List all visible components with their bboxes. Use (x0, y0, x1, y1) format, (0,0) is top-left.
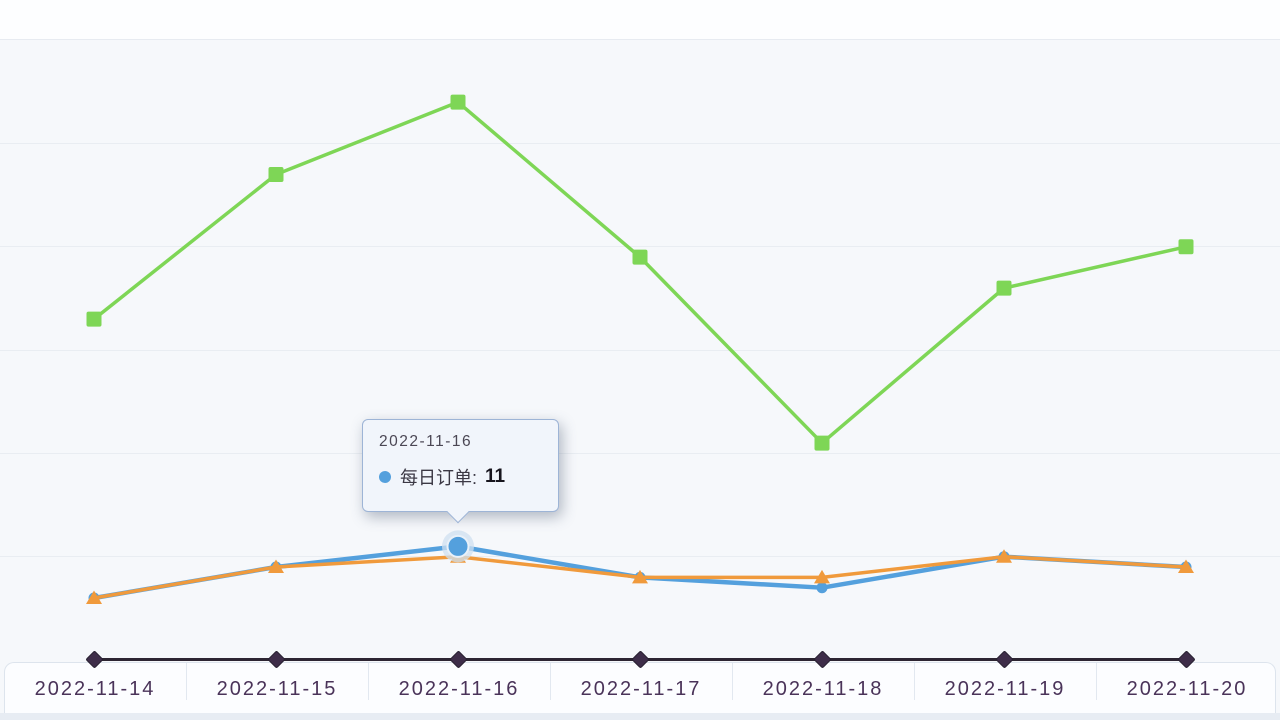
gridline (0, 556, 1280, 557)
x-axis-label: 2022-11-19 (944, 678, 1066, 700)
data-point-square[interactable] (996, 280, 1012, 296)
data-point-square[interactable] (86, 311, 102, 327)
header-band (0, 0, 1280, 40)
x-axis-label: 2022-11-15 (216, 678, 338, 700)
axis-tick (186, 663, 187, 700)
data-point-triangle[interactable] (814, 569, 830, 584)
tooltip-series-label: 每日订单: (400, 468, 478, 488)
data-point-triangle[interactable] (86, 590, 102, 605)
axis-tick (1096, 663, 1097, 700)
tooltip-value: 11 (485, 466, 506, 487)
x-axis-strip: 2022-11-14 2022-11-15 2022-11-16 2022-11-17… (4, 662, 1276, 713)
data-point-triangle[interactable] (268, 559, 284, 574)
gridline (0, 453, 1280, 454)
data-point-triangle[interactable] (996, 549, 1012, 563)
gridline (0, 246, 1280, 247)
axis-tick (550, 663, 551, 700)
data-point-square[interactable] (814, 435, 830, 451)
data-point-square[interactable] (632, 249, 648, 265)
data-point-square[interactable] (1178, 239, 1194, 255)
tooltip: 2022-11-16 每日订单: 11 (362, 419, 559, 524)
x-axis-label: 2022-11-17 (580, 678, 702, 700)
tooltip-series-row: 每日订单: 11 (379, 464, 542, 490)
data-point-square[interactable] (450, 94, 466, 110)
data-point-triangle[interactable] (632, 569, 648, 584)
data-point-triangle[interactable] (1178, 559, 1194, 574)
tooltip-date: 2022-11-16 (379, 433, 473, 450)
data-point-circle[interactable] (816, 582, 828, 594)
x-axis-label: 2022-11-20 (1126, 678, 1248, 700)
series-line-green (92, 100, 1187, 445)
gridline (0, 143, 1280, 144)
tooltip-series-dot-icon (379, 471, 391, 483)
data-point-square[interactable] (268, 166, 284, 182)
highlighted-data-point[interactable] (446, 534, 470, 558)
axis-tick (368, 663, 369, 700)
axis-tick (732, 663, 733, 700)
x-axis-label: 2022-11-18 (762, 678, 884, 700)
x-axis-label: 2022-11-14 (34, 678, 156, 700)
axis-tick (914, 663, 915, 700)
x-axis-label: 2022-11-16 (398, 678, 520, 700)
gridline (0, 350, 1280, 351)
